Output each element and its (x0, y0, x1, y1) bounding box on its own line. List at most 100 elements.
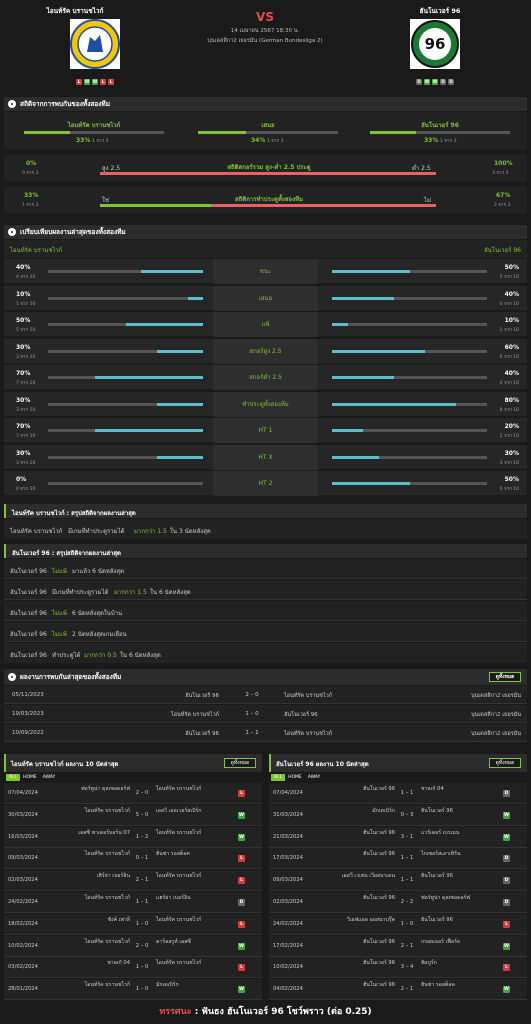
away-team[interactable]: แวร์เดอร์ เบรเมน (421, 829, 460, 836)
away-team[interactable]: ฮันโนเวอร์ 96 (421, 873, 453, 880)
home-team[interactable]: มักเดเบิร์ก (372, 807, 395, 814)
away-team[interactable]: มักเดเบิร์ก (156, 982, 179, 989)
left-bar-fill (156, 455, 203, 459)
home-team[interactable]: ไอนท์รัค บรานชไวก์ (84, 807, 130, 814)
away-summary-line-2: ฮันโนเวอร์ 96 มีเกมที่ทำประตูรวมได้ มากก… (4, 580, 527, 600)
h2h-view-all-button[interactable]: ดูทั้งหมด (489, 672, 521, 682)
away-team[interactable]: ไอนท์รัค บรานชไวก์ (284, 731, 333, 737)
away-team[interactable]: กรอยเธอร์ เฟือร์ธ (421, 938, 461, 945)
home-team[interactable]: ชาลเก้ 04 (107, 960, 130, 967)
home-team[interactable]: ไอนท์รัค บรานชไวก์ (84, 895, 130, 901)
table-row[interactable]: 07/04/2024 ฟอร์ทูน่า ดุสเซลดอร์ฟ 2 – 0 ไอนท… (4, 783, 262, 804)
away-team[interactable]: ชาลเก้ 04 (421, 786, 444, 792)
home-team[interactable]: วิเอฟแอล ออสนาบรุ๊ค (346, 916, 395, 923)
home-team[interactable]: ไอนท์รัค บรานชไวก์ (170, 712, 219, 718)
away-team[interactable]: ฮันซ่า รอสต็อค (421, 982, 455, 989)
home-team[interactable]: ฮันโนเวอร์ 96 (363, 851, 395, 858)
home-team[interactable]: เฮิร์ธ่า เบอร์ลิน (96, 873, 130, 880)
away-team[interactable]: ฮันซ่า รอสต็อค (156, 851, 190, 858)
score: 2 – 1 (400, 942, 414, 949)
home-team[interactable]: ฮันโนเวอร์ 96 (363, 982, 395, 989)
away-team[interactable]: ฮันโนเวอร์ 96 (421, 807, 453, 814)
away-sum-highlight: ไม่แพ้ (52, 610, 67, 617)
table-row[interactable]: 18/02/2024 ชังค์ เพาลี 1 – 0 ไอนท์รัค บรานช… (4, 913, 262, 935)
away-team[interactable]: ฟอร์ทูน่า ดุสเซลดอร์ฟ (421, 895, 471, 901)
tab-home[interactable]: HOME (288, 775, 302, 780)
home-team[interactable]: ฮันโนเวอร์ 96 (363, 895, 395, 901)
table-row[interactable]: 30/03/2024 ไอนท์รัค บรานชไวก์ 5 – 0 เอสวี เ… (4, 804, 262, 826)
away-team[interactable]: ไอนท์รัค บรานชไวก์ (156, 786, 202, 792)
h2h-row[interactable]: 19/03/2023 ไอนท์รัค บรานชไวก์ 1 – 0 ฮันโนเว… (4, 705, 527, 723)
tab-home[interactable]: HOME (23, 775, 37, 780)
home-team[interactable]: ชังค์ เพาลี (107, 916, 130, 923)
away-team[interactable]: ไอนท์รัค บรานชไวก์ (156, 873, 202, 880)
table-row[interactable]: 03/02/2024 ชาลเก้ 04 1 – 0 ไอนท์รัค บรานชไว… (4, 957, 262, 979)
home-team[interactable]: ฮันโนเวอร์ 96 (363, 786, 395, 792)
match-date: 28/01/2024 (8, 986, 38, 993)
away-team[interactable]: ฮัมบูร์ก (421, 960, 437, 967)
home-last10-view-all-button[interactable]: ดูทั้งหมด (224, 758, 256, 768)
away-team-logo[interactable]: 96 (410, 19, 460, 69)
home-team[interactable]: ไอนท์รัค บรานชไวก์ (84, 851, 130, 858)
league-name[interactable]: บุนเดสลีกา2 เยอรมัน (German Bundesliga 2… (207, 38, 323, 44)
away-team[interactable]: เอสวี เอลเวอร์สเบิร์ก (156, 807, 202, 814)
h2h-results-header: ผลงานการพบกันล่าสุดของทั้งสองทีม ดูทั้งห… (4, 669, 527, 685)
table-row[interactable]: 02/03/2024 เฮิร์ธ่า เบอร์ลิน 2 – 1 ไอนท์รัค… (4, 870, 262, 892)
h2h-row[interactable]: 05/11/2023 ฮันโนเวอร์ 96 2 – 0 ไอนท์รัค บรา… (4, 686, 527, 704)
table-row[interactable]: 31/03/2024 มักเดเบิร์ก 0 – 3 ฮันโนเวอร์ 96 W (269, 804, 527, 826)
away-last10-view-all-button[interactable]: ดูทั้งหมด (489, 758, 521, 768)
table-row[interactable]: 21/03/2024 ฮันโนเวอร์ 96 3 – 1 แวร์เดอร์ เบ… (269, 826, 527, 848)
table-row[interactable]: 24/02/2024 ไอนท์รัค บรานชไวก์ 1 – 1 แฮร์ธ่า… (4, 892, 262, 913)
away-team[interactable]: ฮันโนเวอร์ 96 (284, 712, 318, 718)
table-row[interactable]: 10/02/2024 ฮันโนเวอร์ 96 3 – 4 ฮัมบูร์ก L (269, 957, 527, 979)
h2h-draw-label: เสมอ (261, 122, 275, 129)
home-team[interactable]: เอสวี เวเฮน เวียสบาเดน (341, 873, 395, 880)
away-team[interactable]: ไอนท์รัค บรานชไวก์ (156, 960, 202, 967)
result-badge: L (238, 790, 245, 797)
h2h-row[interactable]: 10/09/2022 ฮันโนเวอร์ 96 1 – 1 ไอนท์รัค บรา… (4, 724, 527, 742)
compare-label: ชนะ (213, 259, 318, 284)
tab-all[interactable]: ALL (6, 774, 21, 781)
home-team[interactable]: ไอนท์รัค บรานชไวก์ (84, 938, 130, 945)
table-row[interactable]: 10/02/2024 ไอนท์รัค บรานชไวก์ 2 – 0 คาร์ลสร… (4, 935, 262, 957)
home-team[interactable]: เอสซี พาเดอร์บอร์น 07 (78, 829, 130, 836)
right-pct: 40% (504, 290, 519, 298)
home-team[interactable]: ฮันโนเวอร์ 96 (363, 829, 395, 836)
score: 0 – 3 (400, 811, 414, 818)
away-team[interactable]: ไอนท์รัค บรานชไวก์ (156, 829, 202, 836)
ou-right-pct: 100% (494, 160, 513, 167)
table-row[interactable]: 09/03/2024 เอสวี เวเฮน เวียสบาเดน 1 – 1 ฮัน… (269, 870, 527, 892)
table-row[interactable]: 17/03/2024 ฮันโนเวอร์ 96 1 – 1 ไกเซอร์สเลาเ… (269, 848, 527, 870)
table-row[interactable]: 09/03/2024 ไอนท์รัค บรานชไวก์ 0 – 1 ฮันซ่า … (4, 848, 262, 870)
away-team[interactable]: คาร์ลสรูห์ เอสซี (156, 938, 191, 945)
home-team-name[interactable]: ไอนท์รัค บรานชไวก์ (46, 7, 104, 15)
table-row[interactable]: 24/02/2024 วิเอฟแอล ออสนาบรุ๊ค 1 – 0 ฮันโนเ… (269, 913, 527, 935)
home-team[interactable]: ฟอร์ทูน่า ดุสเซลดอร์ฟ (80, 786, 130, 792)
home-team[interactable]: ฮันโนเวอร์ 96 (363, 938, 395, 945)
away-team[interactable]: แฮร์ธ่า เบอร์ลิน (156, 895, 191, 901)
away-team[interactable]: ไอนท์รัค บรานชไวก์ (284, 693, 333, 699)
home-team[interactable]: ฮันโนเวอร์ 96 (185, 693, 219, 699)
away-team[interactable]: ไอนท์รัค บรานชไวก์ (156, 916, 202, 923)
away-last10-title: ฮันโนเวอร์ 96 ผลงาน 10 นัดล่าสุด (276, 761, 369, 768)
tab-away[interactable]: AWAY (42, 775, 56, 780)
away-team[interactable]: ฮันโนเวอร์ 96 (421, 916, 453, 923)
home-team[interactable]: ไอนท์รัค บรานชไวก์ (84, 982, 130, 989)
home-team-logo[interactable] (70, 19, 120, 69)
tab-all[interactable]: ALL (271, 774, 286, 781)
table-row[interactable]: 17/02/2024 ฮันโนเวอร์ 96 2 – 1 กรอยเธอร์ เฟ… (269, 935, 527, 957)
compare-away-team[interactable]: ฮันโนเวอร์ 96 (484, 247, 521, 254)
compare-home-team[interactable]: ไอนท์รัค บรานชไวก์ (10, 247, 63, 254)
table-row[interactable]: 16/03/2024 เอสซี พาเดอร์บอร์น 07 1 – 2 ไอนท… (4, 826, 262, 848)
table-row[interactable]: 02/03/2024 ฮันโนเวอร์ 96 2 – 2 ฟอร์ทูน่า ดุ… (269, 892, 527, 913)
away-team-name[interactable]: ฮันโนเวอร์ 96 (419, 7, 461, 15)
table-row[interactable]: 07/04/2024 ฮันโนเวอร์ 96 1 – 1 ชาลเก้ 04 D (269, 783, 527, 804)
h2h-home-bar (24, 131, 164, 134)
tab-away[interactable]: AWAY (307, 775, 321, 780)
right-bar-fill (332, 296, 394, 300)
table-row[interactable]: 28/01/2024 ไอนท์รัค บรานชไวก์ 1 – 0 มักเดเบ… (4, 979, 262, 1001)
away-team[interactable]: ไกเซอร์สเลาเทิร์น (421, 851, 461, 858)
home-team[interactable]: ฮันโนเวอร์ 96 (363, 960, 395, 967)
table-row[interactable]: 04/02/2024 ฮันโนเวอร์ 96 2 – 1 ฮันซ่า รอสต็… (269, 979, 527, 1001)
home-team[interactable]: ฮันโนเวอร์ 96 (185, 731, 219, 737)
